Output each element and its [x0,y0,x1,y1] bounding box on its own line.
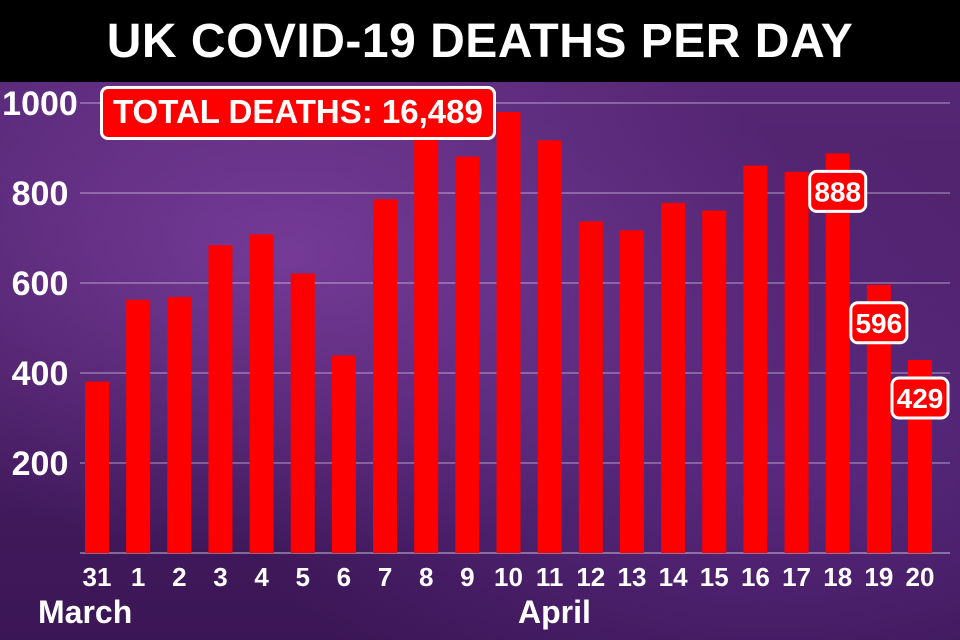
title-bar: UK COVID-19 DEATHS PER DAY [0,0,960,82]
bar-8 [414,130,439,553]
data-label-18: 888 [814,176,861,207]
y-tick-label-1000: 1000 [2,85,78,123]
bar-16 [743,165,768,554]
x-tick-label-6: 6 [337,562,351,592]
x-tick-label-19: 19 [864,562,893,592]
bar-11 [537,140,562,553]
bar-2 [167,296,192,553]
data-label-box-20 [890,376,950,420]
bar-14 [661,202,686,553]
month-label-april: April [518,594,591,630]
bar-13 [619,230,644,553]
x-tick-label-3: 3 [213,562,227,592]
x-tick-label-7: 7 [378,562,392,592]
x-tick-label-12: 12 [576,562,605,592]
bar-12 [578,221,603,553]
y-tick-label-800: 800 [12,175,69,213]
y-tick-label-400: 400 [12,355,69,393]
bar-3 [208,245,233,553]
bar-10 [496,112,521,553]
chart-title: UK COVID-19 DEATHS PER DAY [106,14,854,68]
x-tick-label-18: 18 [823,562,852,592]
x-tick-label-2: 2 [172,562,186,592]
bar-15 [702,210,727,554]
x-tick-label-31: 31 [83,562,112,592]
bar-18 [825,153,850,553]
bar-4 [249,234,274,553]
data-label-19: 596 [855,308,902,339]
y-tick-label-600: 600 [12,265,69,303]
x-tick-label-5: 5 [296,562,310,592]
x-tick-label-10: 10 [494,562,523,592]
bar-6 [331,355,356,553]
x-tick-label-8: 8 [419,562,433,592]
x-tick-label-9: 9 [460,562,474,592]
data-label-box-19 [849,301,909,345]
x-tick-label-16: 16 [741,562,770,592]
x-tick-label-14: 14 [659,562,688,592]
x-tick-label-1: 1 [131,562,145,592]
x-tick-label-11: 11 [536,562,564,592]
bar-7 [373,199,398,554]
x-tick-label-4: 4 [254,562,269,592]
bar-17 [784,171,809,553]
x-tick-label-20: 20 [906,562,935,592]
y-tick-label-200: 200 [12,445,69,483]
bar-31 [85,381,109,553]
bar-5 [290,273,315,553]
total-deaths-label: TOTAL DEATHS: 16,489 [100,86,496,140]
month-label-march: March [38,594,133,630]
x-tick-label-13: 13 [617,562,646,592]
bar-1 [126,299,151,553]
bar-9 [455,156,480,554]
data-label-20: 429 [897,383,944,414]
x-tick-label-15: 15 [700,562,729,592]
x-tick-label-17: 17 [782,562,811,592]
data-label-box-18 [808,169,868,213]
